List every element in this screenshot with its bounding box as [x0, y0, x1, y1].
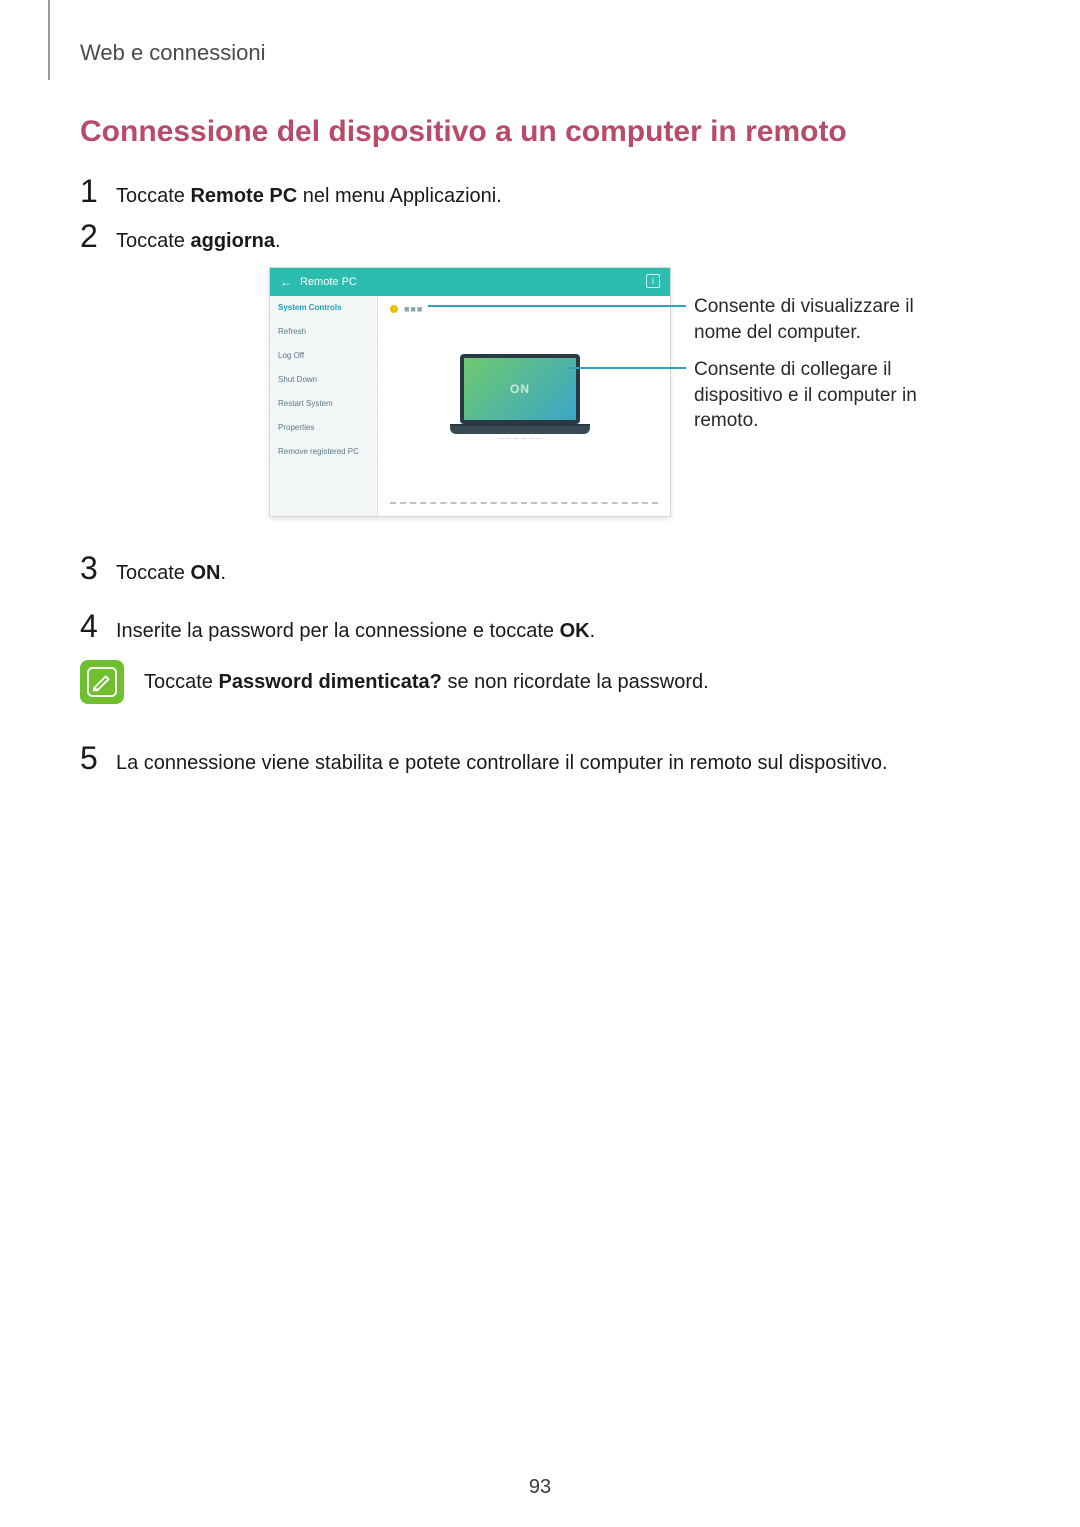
laptop-screen: ON [460, 354, 580, 424]
note-text: Toccate Password dimenticata? se non ric… [144, 671, 709, 694]
laptop-caption: — — — — — — [460, 436, 580, 442]
callout-line-top [428, 305, 686, 307]
step-4: 4 Inserite la password per la connession… [80, 608, 595, 646]
illus-sidebar-item: Refresh [270, 320, 377, 344]
step-1: 1 Toccate Remote PC nel menu Applicazion… [80, 173, 502, 211]
step-text: Toccate ON. [116, 558, 226, 588]
app-titlebar: ← Remote PC i [270, 268, 670, 296]
pc-name-row: ■■■ [390, 304, 423, 314]
app-body: System ControlsRefreshLog OffShut DownRe… [270, 296, 670, 516]
step-5: 5 La connessione viene stabilita e potet… [80, 740, 888, 778]
step-2: 2 Toccate aggiorna. [80, 218, 281, 256]
step-number: 5 [80, 740, 104, 777]
illus-sidebar-item: Log Off [270, 344, 377, 368]
step-text: Inserite la password per la connessione … [116, 616, 595, 646]
callout-text-bottom: Consente di collegare il dispositivo e i… [694, 357, 934, 434]
step-text: La connessione viene stabilita e potete … [116, 748, 888, 778]
step-3: 3 Toccate ON. [80, 550, 226, 588]
back-arrow-icon: ← [280, 275, 292, 289]
app-title-text: Remote PC [300, 276, 357, 288]
step-number: 1 [80, 173, 104, 210]
section-heading: Connessione del dispositivo a un compute… [80, 115, 847, 149]
step-number: 2 [80, 218, 104, 255]
laptop-graphic: ON — — — — — — [460, 354, 580, 442]
illus-sidebar-item: System Controls [270, 296, 377, 320]
page-margin-rule [48, 0, 50, 80]
illus-sidebar-item: Shut Down [270, 368, 377, 392]
illus-sidebar: System ControlsRefreshLog OffShut DownRe… [270, 296, 378, 516]
on-badge: ON [510, 382, 530, 396]
info-icon: i [646, 274, 660, 288]
step-number: 3 [80, 550, 104, 587]
illus-sidebar-item: Remove registered PC [270, 440, 377, 464]
note-icon [80, 660, 124, 704]
step-text: Toccate aggiorna. [116, 226, 281, 256]
illus-main-panel: ■■■ ON — — — — — — [378, 296, 670, 516]
divider-dashed [390, 502, 658, 504]
illus-sidebar-item: Restart System [270, 392, 377, 416]
callout-line-bottom [569, 367, 686, 369]
running-header: Web e connessioni [80, 40, 266, 66]
status-dot-icon [390, 305, 398, 313]
note-block: Toccate Password dimenticata? se non ric… [80, 660, 709, 704]
step-number: 4 [80, 608, 104, 645]
pencil-note-icon [87, 667, 117, 697]
page-number: 93 [0, 1476, 1080, 1499]
illus-sidebar-item: Properties [270, 416, 377, 440]
laptop-base [450, 424, 590, 434]
pc-name-label: ■■■ [404, 304, 423, 314]
callout-text-top: Consente di visualizzare il nome del com… [694, 294, 934, 345]
step-text: Toccate Remote PC nel menu Applicazioni. [116, 181, 502, 211]
